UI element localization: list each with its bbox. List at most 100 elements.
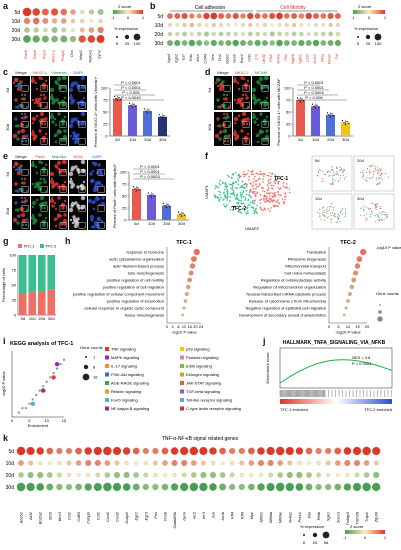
expression-dot — [42, 18, 49, 24]
cell-signal — [71, 221, 75, 225]
panel-e-row-label: 30d — [5, 208, 10, 215]
umap-cell — [246, 207, 249, 210]
micrograph-bg — [12, 177, 30, 194]
umap-cell — [268, 182, 270, 185]
k-expression-dot — [199, 482, 208, 492]
panel-c-point — [163, 115, 165, 117]
cell-signal — [241, 93, 245, 97]
umap-cell — [226, 188, 229, 191]
h-right-term: Cell redox homeostasis — [284, 271, 326, 276]
cell-signal — [57, 196, 61, 200]
h-left-xtick-label: 0 — [166, 324, 169, 329]
umap-mini-cell — [360, 207, 362, 209]
k-gene-label: Tnfrsf9 — [355, 511, 360, 524]
umap-cell — [216, 196, 219, 198]
umap-cell — [240, 193, 243, 196]
expression-dot — [51, 18, 58, 24]
k-expression-dot — [373, 460, 379, 466]
umap-mini-cell — [332, 169, 334, 171]
umap-cell — [232, 186, 234, 189]
umap-mini-cell — [322, 180, 325, 182]
expression-dot — [248, 31, 253, 37]
umap-mini-cell — [369, 165, 372, 167]
k-expression-dot — [373, 471, 380, 479]
gene-label: Vim — [210, 53, 215, 60]
cell-signal — [61, 103, 65, 107]
umap-cell — [231, 188, 234, 191]
k-expression-dot — [257, 483, 265, 491]
panel-d-point — [316, 104, 318, 106]
umap-cell — [264, 194, 267, 197]
panel-e-point — [164, 204, 166, 207]
cell-signal — [50, 112, 54, 116]
cell-signal — [265, 96, 269, 100]
umap-cell — [227, 195, 229, 198]
umap-mini-cell — [364, 178, 366, 180]
cell-signal — [216, 105, 220, 109]
umap-cell — [269, 210, 271, 212]
umap-mini-label: 5d — [315, 158, 319, 163]
cell-signal — [44, 189, 48, 193]
gene-label: Odn — [246, 53, 251, 61]
panel-d-channel-label: NKX2-1 — [235, 70, 250, 75]
h-right-xtick-label: 5 — [337, 324, 340, 329]
panel-f: TFC-1 TFC-2 UMAP2 UMAP1 5d 20d 10d 30d — [202, 150, 401, 235]
panel-e-row-label: 5d — [5, 172, 10, 176]
umap-mini-cell — [372, 202, 374, 204]
i-pathway-label: AGE-RAGE signaling — [111, 381, 149, 386]
umap-ylabel: UMAP1 — [204, 184, 209, 199]
j-rank-bar — [280, 399, 392, 404]
expression-dot — [241, 32, 245, 36]
cell-signal — [216, 98, 220, 102]
k-expression-dot — [142, 447, 149, 455]
cell-signal — [16, 131, 20, 135]
cell-signal — [222, 93, 226, 97]
umap-cell — [260, 198, 263, 201]
panel-k-svg: TNF-α-NF-κB signal related genes5d10d20d… — [6, 436, 387, 545]
expression-dot — [321, 31, 326, 37]
cell-signal — [54, 207, 58, 211]
k-expression-dot — [209, 471, 217, 479]
gene-label: Ccl2 — [305, 53, 310, 62]
cell-signal — [50, 177, 54, 181]
i-pathway-swatch — [180, 398, 184, 402]
inset-box — [21, 85, 29, 92]
umap-cell — [267, 189, 269, 192]
expression-dot — [80, 9, 85, 15]
i-point — [35, 393, 38, 397]
umap-mini-cell — [379, 174, 382, 176]
micrograph-tile — [49, 196, 68, 213]
cell-signal — [69, 177, 73, 181]
k-expression-dot — [219, 472, 226, 478]
k-gene-label: Ier3 — [201, 511, 206, 519]
cell-signal — [16, 124, 20, 128]
k-gene-label: Ier2 — [191, 511, 196, 519]
micrograph-tile — [233, 93, 251, 110]
umap-cell — [282, 185, 285, 187]
panel-c-xtick-label: 10d — [129, 137, 136, 142]
inset-box — [78, 121, 86, 128]
cell-signal — [80, 103, 84, 107]
cell-signal — [35, 114, 39, 118]
gene-label: Nkx2-1 — [51, 50, 56, 63]
cell-signal — [97, 163, 101, 167]
umap-mini-cell — [363, 214, 365, 216]
umap-mini-cell — [379, 205, 381, 208]
umap-mini-cell — [337, 213, 339, 216]
umap-cell — [251, 206, 254, 209]
umap-cell — [260, 209, 263, 211]
umap-cell — [247, 204, 250, 206]
umap-cell — [265, 192, 268, 195]
k-expression-dot — [104, 460, 111, 466]
inset-box — [40, 186, 48, 193]
expression-dot — [261, 39, 268, 46]
cell-signal — [12, 81, 16, 85]
panel-e-point — [182, 212, 184, 214]
gene-label: Tnf — [334, 53, 339, 60]
micrograph-tile — [68, 195, 87, 213]
umap-cell — [240, 199, 243, 202]
umap-cell — [221, 182, 224, 185]
panel-c-point — [161, 118, 164, 120]
panel-e-point — [179, 213, 181, 215]
k-expression-dot — [93, 482, 102, 492]
